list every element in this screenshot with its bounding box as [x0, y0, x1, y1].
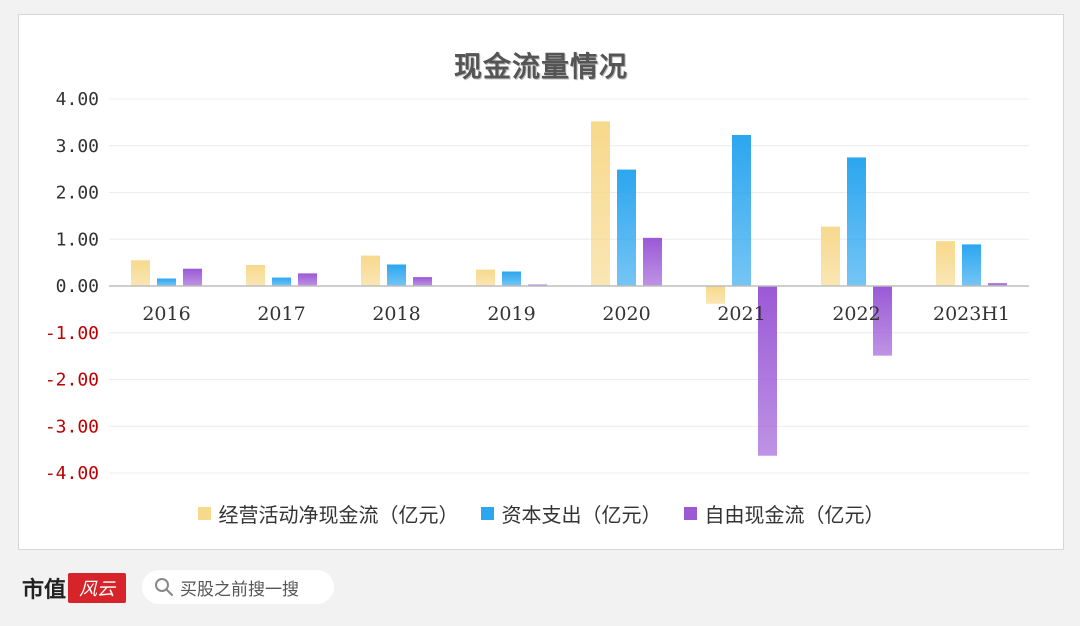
legend-swatch: [683, 507, 697, 520]
x-tick-label: 2018: [372, 303, 420, 325]
legend-swatch: [197, 507, 211, 520]
y-tick-label: -1.00: [45, 323, 99, 344]
y-tick-label: 0.00: [56, 276, 99, 297]
bar: [183, 268, 202, 286]
bar: [643, 237, 662, 286]
y-tick-label: -4.00: [45, 463, 99, 484]
chart-card: 现金流量情况 4.00 3.00 2.00 1.00 0.00 -1.00 -2.00 -3.…: [18, 14, 1064, 550]
bar: [387, 264, 406, 286]
bar: [361, 255, 380, 286]
legend-item: 资本支出（亿元）: [480, 499, 662, 528]
y-tick-label: 3.00: [56, 136, 99, 157]
search-box[interactable]: 买股之前搜一搜: [142, 570, 334, 604]
legend-label: 经营活动净现金流（亿元）: [218, 503, 459, 527]
bar: [821, 226, 840, 286]
bar: [617, 169, 636, 286]
bar: [413, 277, 432, 286]
brand-logo[interactable]: 市值 风云: [22, 572, 127, 604]
bar: [758, 286, 777, 456]
chart-plot: 4.00 3.00 2.00 1.00 0.00 -1.00 -2.00 -3.00 -4.00…: [45, 89, 1029, 484]
x-tick-label: 2021: [717, 303, 765, 325]
x-tick-label: 2017: [257, 303, 305, 325]
legend-item: 自由现金流（亿元）: [683, 499, 885, 528]
legend-swatch: [480, 507, 494, 520]
bar: [706, 286, 725, 304]
bar: [502, 271, 521, 286]
legend-label: 资本支出（亿元）: [501, 503, 662, 527]
brand-logo-mark: 风云: [68, 573, 127, 603]
x-tick-label: 2019: [487, 303, 535, 325]
bar: [272, 277, 291, 286]
x-tick-label: 2020: [602, 303, 650, 325]
bar: [847, 157, 866, 286]
bar: [962, 244, 981, 286]
brand-name: 市值: [22, 577, 67, 603]
x-tick-label: 2023H1: [933, 303, 1010, 325]
legend-item: 经营活动净现金流（亿元）: [197, 499, 459, 528]
bar: [936, 241, 955, 286]
bar: [988, 283, 1007, 286]
search-placeholder: 买股之前搜一搜: [180, 579, 299, 600]
y-tick-label: 1.00: [56, 229, 99, 250]
bar: [131, 260, 150, 286]
bar: [732, 134, 751, 286]
bar: [298, 273, 317, 286]
bar: [873, 286, 892, 356]
y-tick-label: -3.00: [45, 416, 99, 437]
x-tick-label: 2016: [142, 303, 190, 325]
chart-legend: 经营活动净现金流（亿元） 资本支出（亿元） 自由现金流（亿元）: [19, 499, 1063, 528]
legend-label: 自由现金流（亿元）: [704, 503, 885, 527]
y-tick-label: 2.00: [56, 183, 99, 204]
bar: [476, 269, 495, 286]
y-tick-label: 4.00: [56, 89, 99, 110]
footer-bar: 市值 风云 买股之前搜一搜: [0, 560, 1080, 616]
search-icon: [155, 578, 173, 596]
bar: [157, 278, 176, 286]
x-tick-label: 2022: [832, 303, 880, 325]
bar: [246, 264, 265, 286]
chart-title: 现金流量情况: [453, 50, 628, 83]
bar: [591, 121, 610, 286]
y-tick-label: -2.00: [45, 370, 99, 391]
